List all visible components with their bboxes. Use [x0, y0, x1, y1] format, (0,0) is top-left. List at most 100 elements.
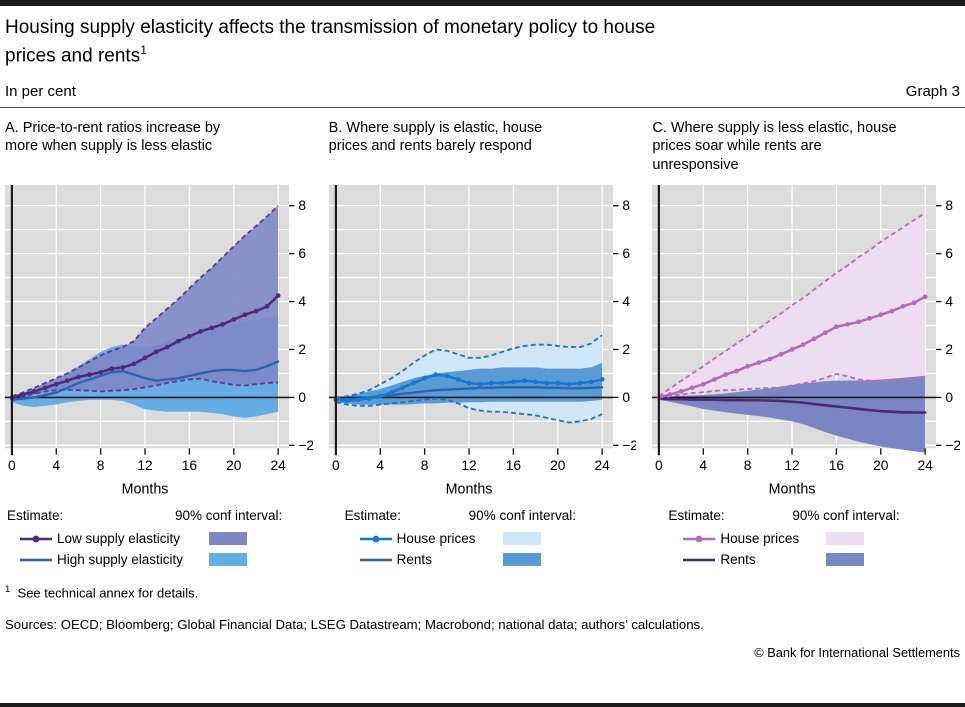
legend-line-sample: [19, 554, 57, 566]
panels-row: A. Price-to-rent ratios increase by more …: [5, 119, 960, 571]
legend-rows: Low supply elasticity High supply elastic…: [5, 528, 313, 570]
legend-ci-swatch: [502, 532, 541, 546]
svg-text:0: 0: [946, 389, 954, 404]
copyright-line: © Bank for International Settlements: [754, 645, 960, 661]
y-tick-labels: −2 0 2 4 6 8: [622, 198, 636, 453]
top-bar: [0, 0, 965, 6]
title-footnote-marker: 1: [140, 42, 147, 57]
legend-line-sample: [682, 554, 720, 566]
svg-text:2: 2: [946, 341, 954, 356]
svg-text:2: 2: [298, 341, 306, 356]
legend-ci-swatch: [826, 553, 865, 567]
svg-text:−2: −2: [622, 437, 636, 452]
panel-c-title: C. Where supply is less elastic, house pr…: [652, 119, 960, 185]
legend-header: Estimate: 90% conf interval:: [652, 508, 960, 523]
band-house-prices-90ci-lower-dash: [659, 372, 926, 400]
panel-b-legend: Estimate: 90% conf interval: House price…: [329, 508, 637, 570]
legend-ci-swatch: [209, 553, 247, 567]
svg-text:16: 16: [505, 457, 521, 472]
svg-text:24: 24: [594, 457, 610, 472]
legend-header: Estimate: 90% conf interval:: [5, 508, 313, 523]
panel-title-line: A. Price-to-rent ratios increase by: [5, 119, 221, 136]
footnote: 1 See technical annex for details.: [5, 584, 960, 600]
panel-title-line: unresponsive: [652, 157, 739, 174]
legend-label: Rents: [720, 552, 756, 568]
svg-text:8: 8: [622, 198, 630, 213]
legend-label: High supply elasticity: [57, 552, 184, 568]
legend-row-low-supply-elasticity: Low supply elasticity: [5, 528, 313, 549]
svg-text:0: 0: [622, 389, 630, 404]
panel-title-line: prices and rents barely respond: [328, 138, 532, 155]
panel-a: A. Price-to-rent ratios increase by more …: [5, 119, 313, 571]
legend-line-icon: [359, 558, 392, 561]
panel-title-line: more when supply is less elastic: [5, 138, 213, 155]
legend-line-icon: [20, 535, 52, 542]
x-axis-label: Months: [122, 481, 169, 497]
legend-label: House prices: [396, 531, 476, 547]
svg-text:8: 8: [946, 198, 954, 213]
meta-row: In per cent Graph 3: [5, 83, 960, 100]
series-markers: [656, 293, 928, 400]
page-title-line1: Housing supply elasticity affects the tr…: [5, 17, 656, 38]
footnote-marker: 1: [5, 584, 11, 596]
legend-estimate-label: Estimate:: [668, 508, 725, 524]
svg-text:16: 16: [182, 457, 198, 472]
svg-text:8: 8: [420, 457, 428, 472]
band-house-prices-90ci-upper-dash: [335, 333, 603, 398]
svg-text:24: 24: [270, 457, 286, 472]
svg-text:4: 4: [946, 294, 954, 309]
x-axis-label: Months: [769, 481, 816, 497]
legend-line-icon: [683, 558, 716, 561]
svg-text:8: 8: [97, 457, 105, 472]
axis-ticks: [55, 204, 295, 455]
band-house-prices-90ci: [659, 212, 926, 399]
header-divider: [0, 106, 965, 108]
legend-header: Estimate: 90% conf interval:: [329, 508, 637, 523]
svg-text:6: 6: [946, 246, 954, 261]
panel-a-legend: Estimate: 90% conf interval: Low supply …: [5, 508, 313, 570]
legend-interval-label: 90% conf interval:: [175, 508, 283, 524]
legend-line-sample: [359, 533, 397, 545]
legend-estimate-label: Estimate:: [344, 508, 401, 524]
svg-text:0: 0: [332, 457, 340, 472]
footnote-text: See technical annex for details.: [17, 585, 199, 601]
x-tick-labels: 0 4 8 12 16 20 24: [332, 457, 610, 472]
svg-text:0: 0: [8, 457, 16, 472]
legend-line-icon: [20, 558, 52, 561]
series-markers: [333, 371, 605, 403]
panel-c-legend: Estimate: 90% conf interval: House price…: [652, 508, 960, 570]
svg-text:4: 4: [700, 457, 708, 472]
y-tick-labels: −2 0 2 4 6 8: [946, 198, 960, 453]
page-title-line2: prices and rents: [5, 44, 141, 66]
svg-text:6: 6: [622, 246, 630, 261]
legend-row-house-prices: House prices: [652, 528, 960, 549]
legend-interval-label: 90% conf interval:: [792, 508, 900, 524]
graph-number: Graph 3: [905, 82, 960, 100]
band-low-supply-elasticity-90ci: [11, 205, 279, 399]
axis-ticks: [379, 204, 619, 455]
panel-title-line: C. Where supply is less elastic, house: [652, 119, 897, 136]
legend-rows: House prices Rents: [652, 528, 960, 570]
legend-rows: House prices Rents: [329, 528, 637, 570]
panel-b-title: B. Where supply is elastic, house prices …: [329, 119, 637, 185]
svg-text:4: 4: [622, 294, 630, 309]
svg-text:−2: −2: [298, 437, 312, 452]
legend-line-sample: [359, 554, 397, 566]
svg-text:0: 0: [298, 389, 306, 404]
band-low-supply-elasticity-90ci-lower-dash: [11, 377, 279, 400]
svg-text:20: 20: [226, 457, 242, 472]
panel-a-chart: 0 4 8 12 16 20 24 −2 0 2 4 6 8 Months: [5, 184, 313, 499]
sources-line: Sources: OECD; Bloomberg; Global Financi…: [5, 617, 704, 633]
series-line-rents: [657, 396, 927, 414]
svg-text:−2: −2: [946, 437, 960, 452]
svg-text:0: 0: [655, 457, 663, 472]
legend-ci-swatch: [826, 532, 865, 546]
x-axis-label: Months: [445, 481, 492, 497]
legend-line-icon: [683, 535, 716, 542]
panel-c: C. Where supply is less elastic, house pr…: [652, 119, 960, 571]
band-rents-90ci: [659, 375, 926, 453]
legend-label: Rents: [396, 552, 432, 568]
legend-ci-swatch: [209, 532, 247, 546]
